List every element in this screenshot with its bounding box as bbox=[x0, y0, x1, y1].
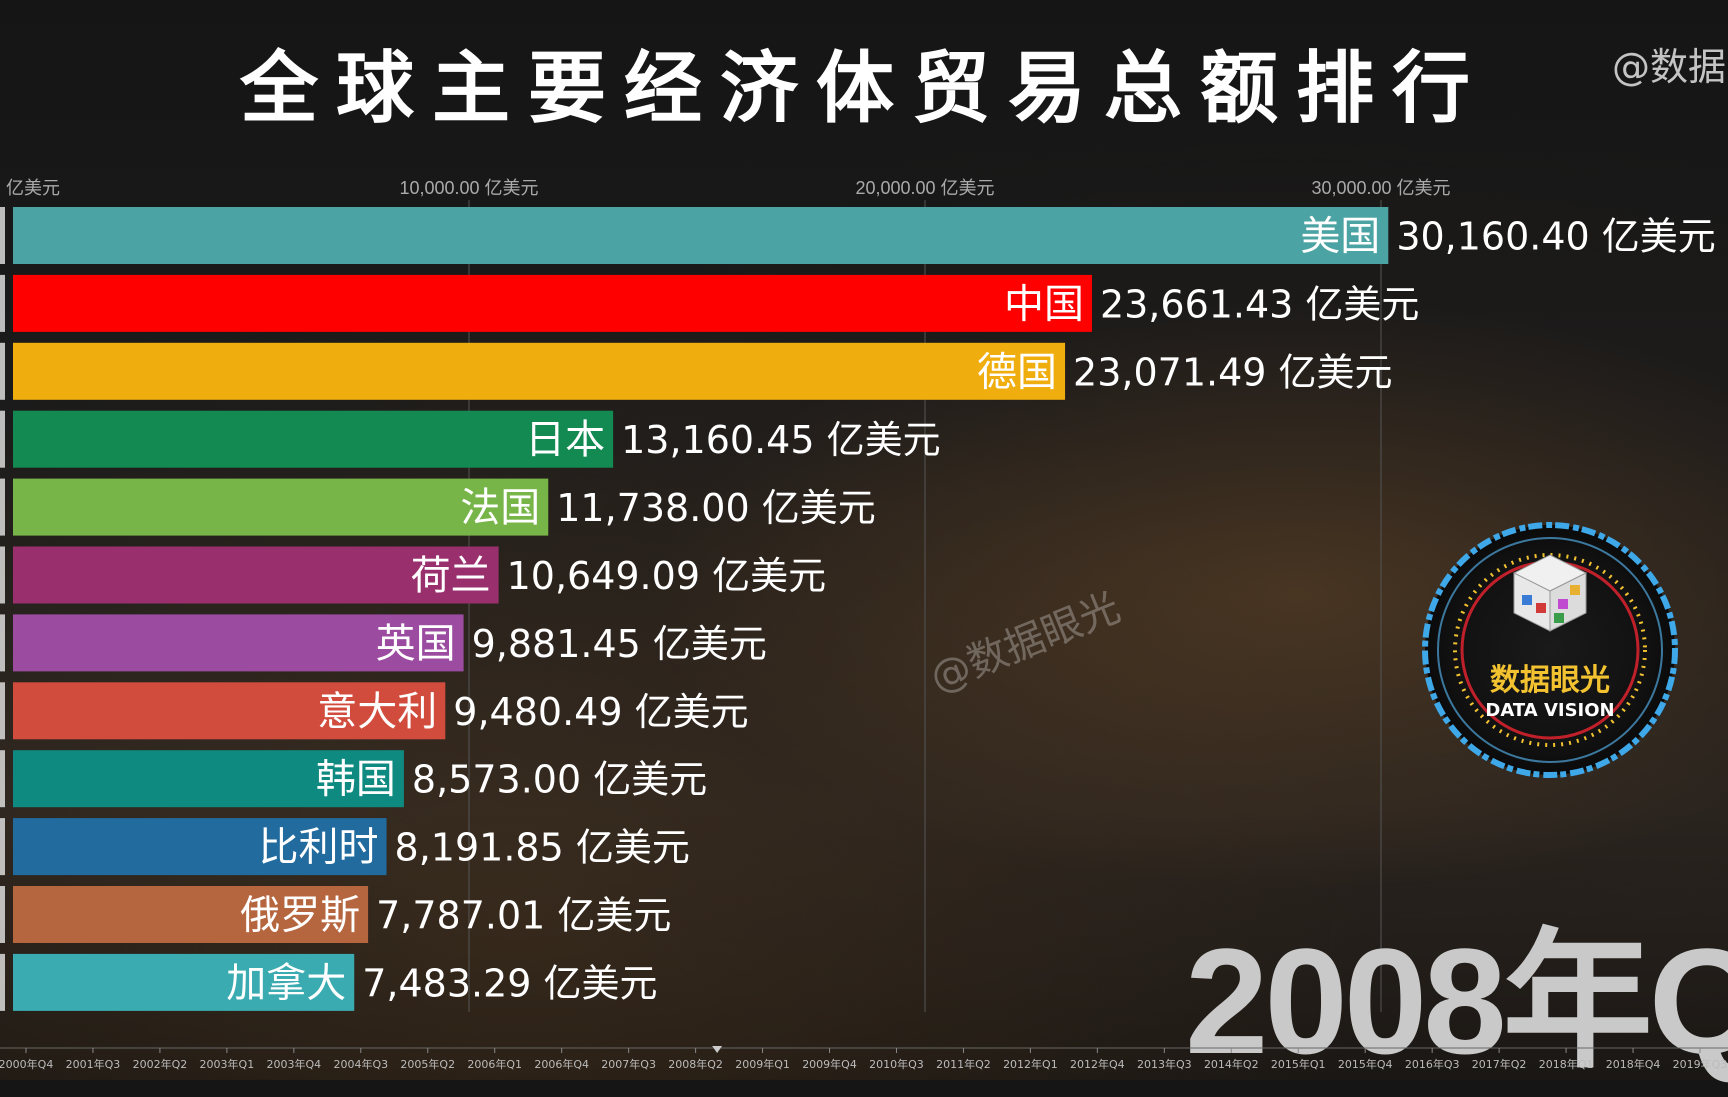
flag-icon bbox=[0, 342, 5, 400]
timeline-label: 2018年Q4 bbox=[1606, 1057, 1661, 1071]
bar-value-label: 13,160.45 亿美元 bbox=[621, 418, 940, 462]
bar bbox=[13, 886, 369, 943]
bar-value-label: 30,160.40 亿美元 bbox=[1396, 215, 1715, 259]
flag-icon bbox=[0, 546, 5, 604]
flag-icon bbox=[0, 953, 5, 1011]
timeline-label: 2014年Q2 bbox=[1204, 1057, 1259, 1071]
bar-value-label: 7,787.01 亿美元 bbox=[376, 894, 671, 938]
tick-label: 30,000.00 亿美元 bbox=[1311, 178, 1450, 198]
timeline-label: 2001年Q3 bbox=[66, 1057, 121, 1071]
bar-value-label: 9,480.49 亿美元 bbox=[453, 690, 748, 734]
timeline[interactable]: 2000年Q4 2001年Q3 2002年Q2 2003年Q1 2003年Q4 2004年… bbox=[0, 1046, 1728, 1080]
timeline-label: 2010年Q3 bbox=[869, 1057, 924, 1071]
chart-title: 全球主要经济体贸易总额排行 bbox=[239, 44, 1488, 134]
timeline-label: 2009年Q1 bbox=[735, 1057, 790, 1071]
bar bbox=[13, 478, 549, 536]
bar-value-label: 10,649.09 亿美元 bbox=[507, 554, 826, 598]
bar-category-label: 俄罗斯 bbox=[240, 893, 360, 939]
timeline-label: 2003年Q4 bbox=[267, 1057, 322, 1071]
timeline-label: 2016年Q3 bbox=[1405, 1057, 1460, 1071]
logo: 数据眼光 DATA VISION bbox=[1410, 515, 1690, 785]
bar-value-label: 8,573.00 亿美元 bbox=[412, 758, 707, 802]
timeline-label: 2004年Q3 bbox=[333, 1057, 388, 1071]
timeline-label: 2003年Q1 bbox=[200, 1057, 255, 1071]
bar-category-label: 荷兰 bbox=[411, 553, 491, 599]
bar bbox=[13, 614, 464, 672]
flag-icon bbox=[0, 886, 5, 943]
bar-category-label: 比利时 bbox=[259, 825, 379, 871]
flag-icon bbox=[0, 410, 5, 468]
tick-label: 10,000.00 亿美元 bbox=[399, 178, 538, 198]
timeline-label: 2019年Q3 bbox=[1673, 1057, 1728, 1071]
bar-category-label: 法国 bbox=[460, 485, 540, 531]
flag-icon bbox=[0, 682, 5, 740]
timeline-label: 2007年Q3 bbox=[601, 1057, 656, 1071]
bar bbox=[13, 750, 404, 808]
bar bbox=[13, 546, 499, 604]
bar-category-label: 德国 bbox=[977, 349, 1057, 395]
timeline-label: 2009年Q4 bbox=[802, 1057, 857, 1071]
bar-value-label: 23,661.43 亿美元 bbox=[1100, 282, 1419, 326]
bar-category-label: 意大利 bbox=[317, 689, 437, 735]
rubiks-cube-icon bbox=[1422, 522, 1678, 778]
timeline-label: 2015年Q4 bbox=[1338, 1057, 1393, 1071]
bar bbox=[13, 410, 614, 468]
flag-icon bbox=[0, 478, 5, 536]
bar-value-label: 23,071.49 亿美元 bbox=[1073, 350, 1392, 394]
flag-icon bbox=[0, 274, 5, 332]
timeline-marker[interactable] bbox=[712, 1046, 723, 1053]
timeline-label: 2012年Q4 bbox=[1070, 1057, 1125, 1071]
tick-label: 亿美元 bbox=[6, 178, 60, 198]
bar-value-label: 11,738.00 亿美元 bbox=[556, 486, 875, 530]
flag-icon bbox=[0, 614, 5, 672]
timeline-label: 2006年Q1 bbox=[467, 1057, 522, 1071]
bar bbox=[13, 207, 1389, 264]
timeline-label: 2005年Q2 bbox=[400, 1057, 455, 1071]
timeline-label: 2011年Q2 bbox=[936, 1057, 991, 1071]
bar-value-label: 9,881.45 亿美元 bbox=[472, 622, 767, 666]
flag-icon bbox=[0, 207, 5, 264]
bar bbox=[13, 682, 446, 740]
tick-label: 20,000.00 亿美元 bbox=[855, 178, 994, 198]
timeline-label: 2015年Q1 bbox=[1271, 1057, 1326, 1071]
timeline-label: 2002年Q2 bbox=[133, 1057, 188, 1071]
watermark-top: @数据 bbox=[1612, 45, 1727, 89]
timeline-label: 2013年Q3 bbox=[1137, 1057, 1192, 1071]
bar-category-label: 韩国 bbox=[316, 757, 396, 803]
logo-text-en: DATA VISION bbox=[1485, 700, 1615, 721]
timeline-label: 2006年Q4 bbox=[534, 1057, 589, 1071]
flag-icon bbox=[0, 818, 5, 876]
bar bbox=[13, 274, 1092, 332]
flag-icon bbox=[0, 750, 5, 808]
timeline-label: 2000年Q4 bbox=[0, 1057, 53, 1071]
bar-value-label: 8,191.85 亿美元 bbox=[395, 826, 690, 870]
bar-category-label: 中国 bbox=[1004, 281, 1084, 327]
period-label: 2008年Q bbox=[1185, 917, 1728, 1085]
logo-text-cn: 数据眼光 bbox=[1490, 663, 1610, 698]
bar bbox=[13, 953, 355, 1011]
timeline-label: 2017年Q2 bbox=[1472, 1057, 1527, 1071]
bar-category-label: 加拿大 bbox=[226, 960, 346, 1006]
bar-category-label: 英国 bbox=[376, 621, 456, 667]
timeline-label: 2018年Q1 bbox=[1539, 1057, 1594, 1071]
bar bbox=[13, 818, 387, 876]
bar-category-label: 日本 bbox=[525, 417, 605, 463]
bar-category-label: 美国 bbox=[1300, 214, 1380, 260]
timeline-label: 2008年Q2 bbox=[668, 1057, 723, 1071]
bar bbox=[13, 342, 1066, 400]
timeline-label: 2012年Q1 bbox=[1003, 1057, 1058, 1071]
bar-value-label: 7,483.29 亿美元 bbox=[362, 961, 657, 1005]
